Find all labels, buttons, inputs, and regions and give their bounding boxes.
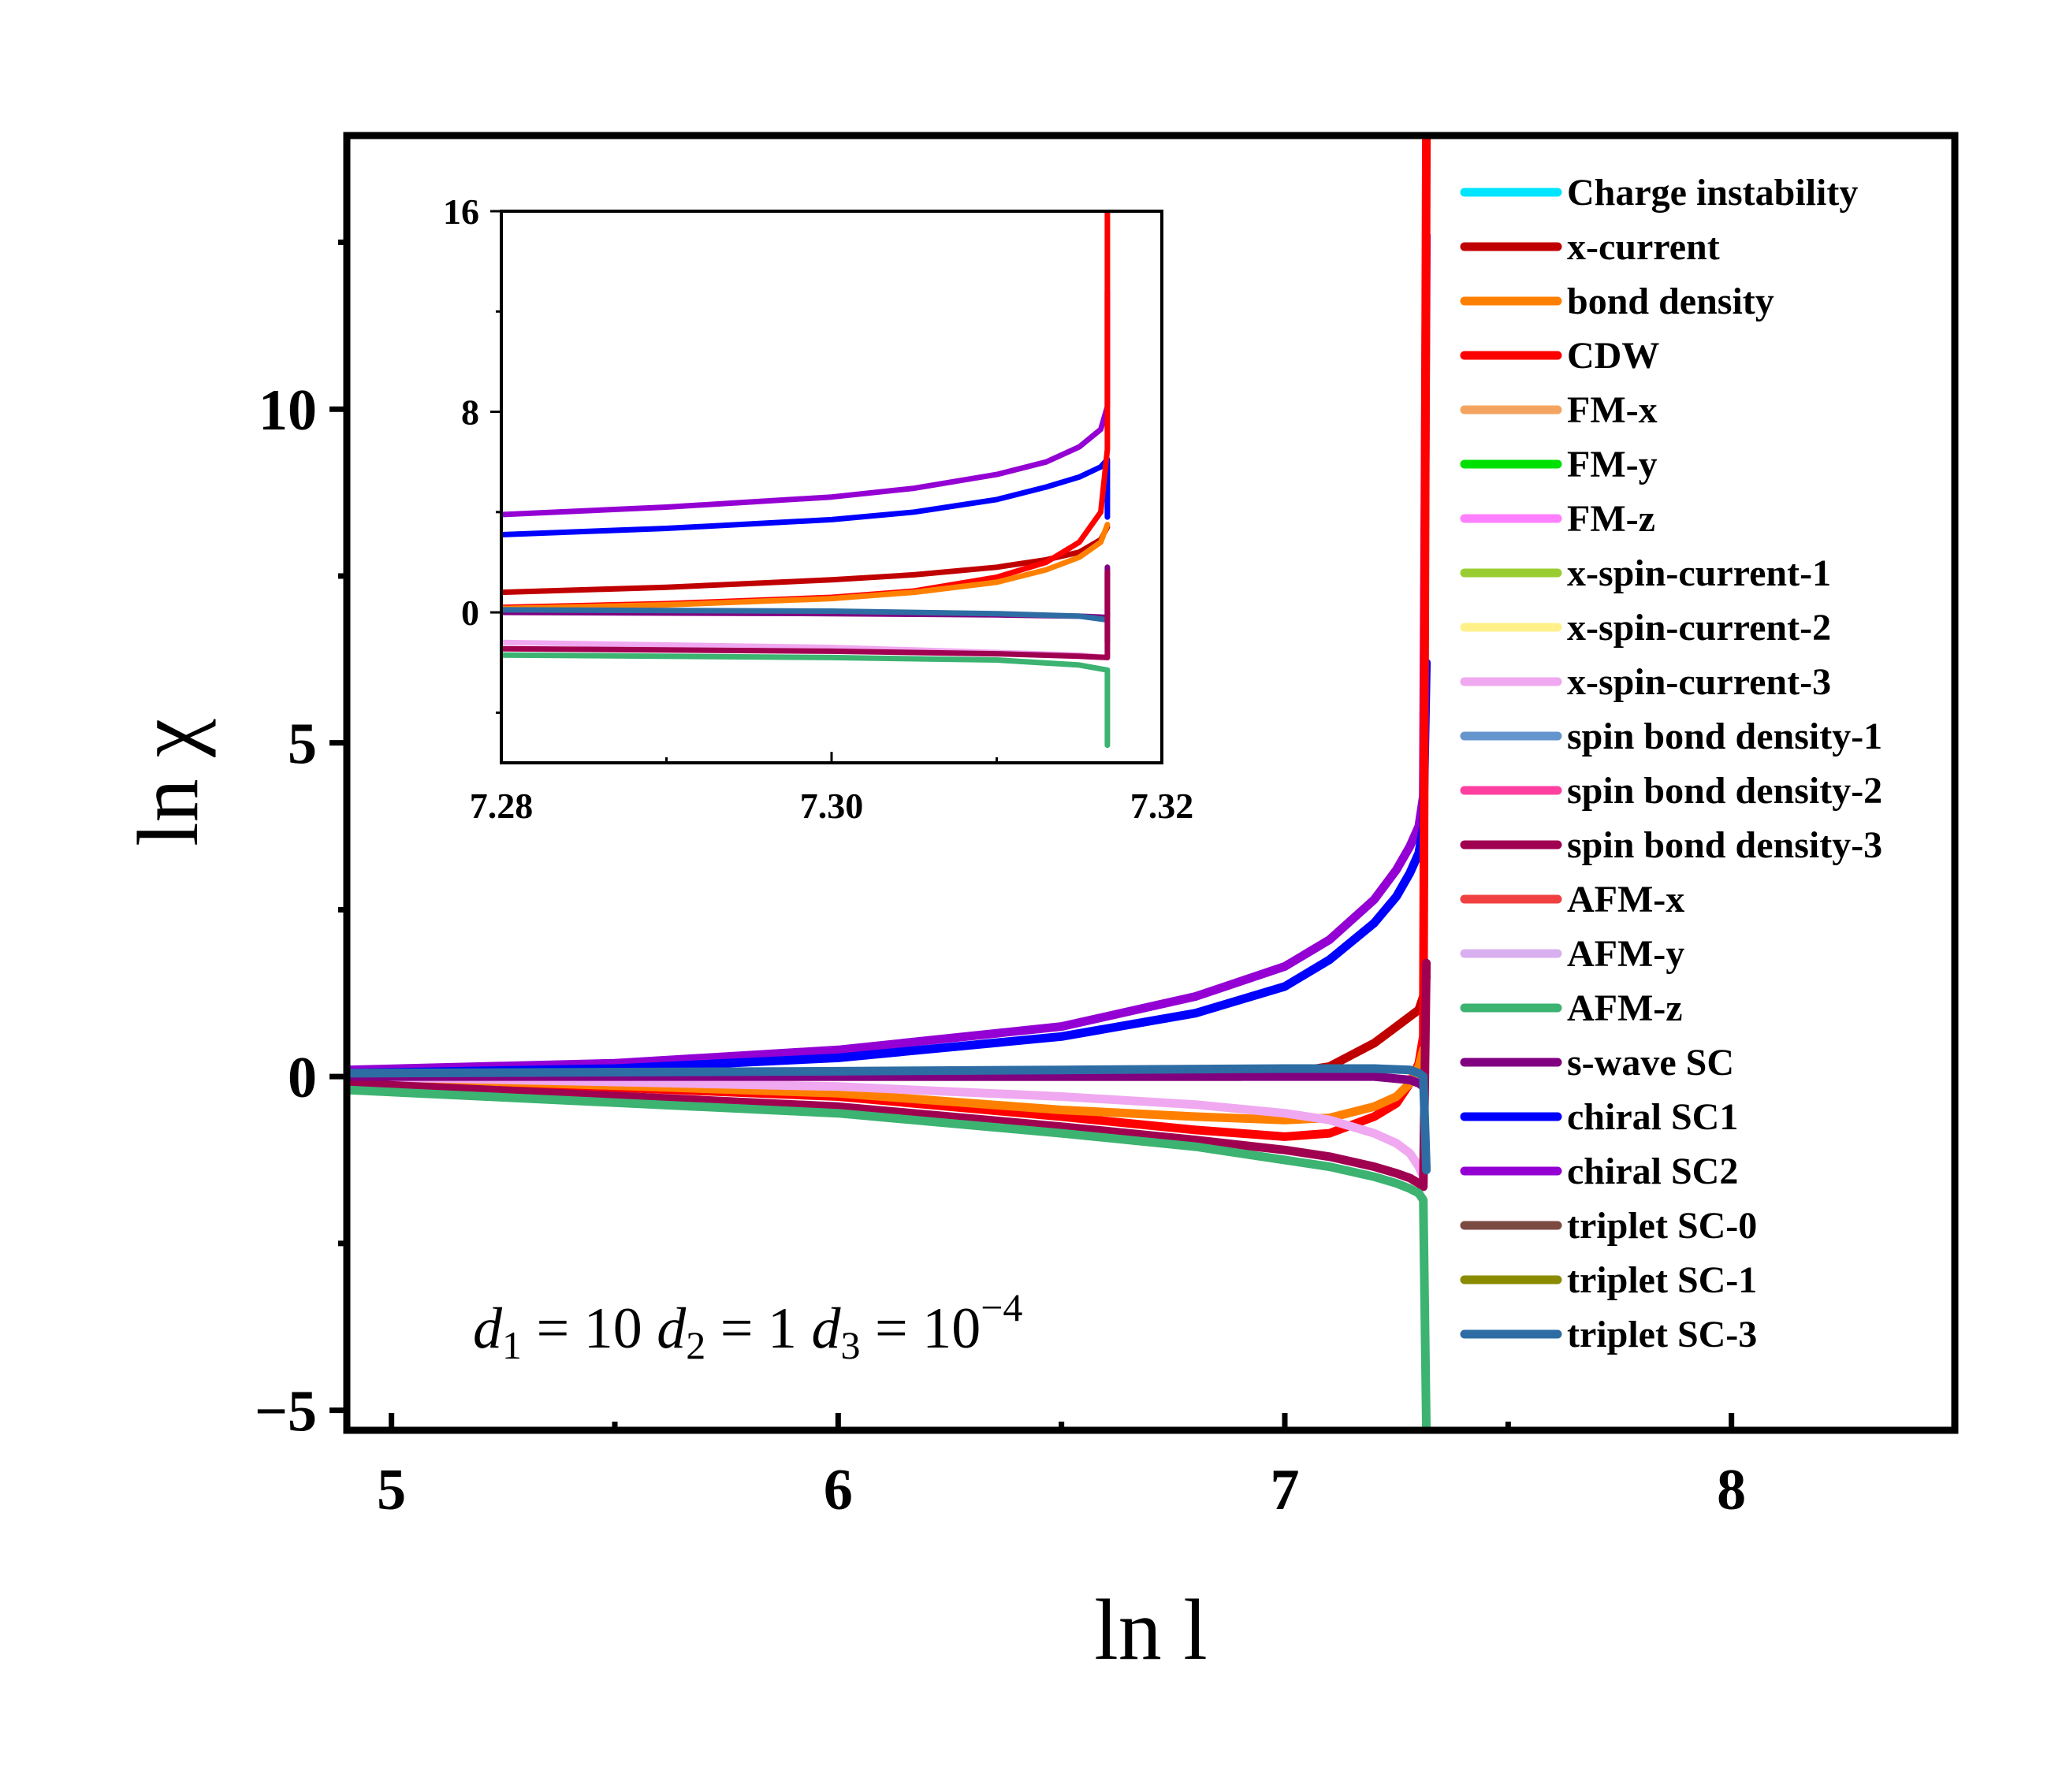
- x-axis-title: ln l: [1094, 1582, 1208, 1678]
- main-x-tick-label: 6: [824, 1458, 853, 1522]
- main-x-tick-label: 7: [1271, 1458, 1300, 1522]
- legend-label-triplet-sc-0: triplet SC-0: [1567, 1205, 1757, 1247]
- annot-d1-sub: 1: [502, 1323, 522, 1367]
- inset-series-afm-z: [501, 652, 1111, 749]
- legend-label-s-wave-sc: s-wave SC: [1567, 1042, 1734, 1084]
- main-plot-lines: [347, 136, 1431, 1430]
- inset-axes: 7.28 7.30 7.32 0 8 16: [443, 191, 1193, 826]
- annot-d3-sub: 3: [840, 1323, 860, 1367]
- main-y-tick-label: 5: [288, 712, 317, 777]
- annot-eq3: = 10: [860, 1296, 981, 1361]
- legend-label-x-current: x-current: [1567, 226, 1720, 268]
- legend-label-fm-z: FM-z: [1567, 498, 1655, 540]
- legend-label-spin-bond-density-3: spin bond density-3: [1567, 824, 1882, 866]
- main-y-tick-label: −5: [255, 1379, 317, 1444]
- legend-label-fm-y: FM-y: [1567, 444, 1658, 485]
- inset-plot-lines: [501, 211, 1111, 749]
- annot-d1: d: [473, 1296, 503, 1361]
- legend-label-spin-bond-density-2: spin bond density-2: [1567, 770, 1882, 812]
- annot-d2-sub: 2: [686, 1323, 705, 1367]
- main-series-x-spin-current-3: [347, 1072, 1428, 1181]
- legend-label-x-spin-current-2: x-spin-current-2: [1567, 607, 1831, 649]
- x-axis-title-text: ln l: [1094, 1582, 1208, 1678]
- legend-label-afm-x: AFM-x: [1567, 879, 1684, 920]
- legend-label-afm-y: AFM-y: [1567, 933, 1684, 975]
- main-series-spin-bond-density-3: [347, 958, 1431, 1192]
- main-series-chiral-sc1: [347, 658, 1431, 1078]
- inset-series-chiral-sc2: [501, 288, 1111, 518]
- legend-label-triplet-sc-1: triplet SC-1: [1567, 1259, 1757, 1301]
- legend-label-fm-x: FM-x: [1567, 389, 1658, 431]
- parameter-annotation: d1 = 10 d2 = 1 d3 = 10−4: [473, 1285, 1022, 1367]
- main-y-tick-label: 10: [259, 378, 317, 443]
- annot-exponent: −4: [981, 1285, 1022, 1329]
- main-series-s-wave-sc: [347, 1072, 1428, 1091]
- y-axis-title: ln χ: [120, 719, 216, 846]
- legend: Charge instability x-current bond density C…: [1460, 172, 1882, 1355]
- inset-y-tick-label: 16: [443, 191, 479, 232]
- inset-series-bond-density: [501, 522, 1111, 612]
- legend-label-x-spin-current-3: x-spin-current-3: [1567, 661, 1831, 703]
- inset-y-tick-label: 0: [461, 593, 479, 633]
- legend-label-bond-density: bond density: [1567, 281, 1774, 322]
- main-plot-frame: [343, 132, 1959, 1434]
- annot-eq2: = 1: [705, 1296, 811, 1361]
- legend-label-charge-instability: Charge instability: [1567, 172, 1858, 214]
- legend-label-triplet-sc-3: triplet SC-3: [1567, 1314, 1757, 1355]
- main-x-tick-label: 8: [1717, 1458, 1746, 1522]
- annot-d2: d: [657, 1296, 687, 1361]
- y-axis-title-text: ln χ: [120, 719, 216, 846]
- annot-d3: d: [811, 1296, 841, 1361]
- legend-label-chiral-sc1: chiral SC1: [1567, 1096, 1738, 1138]
- annot-eq1: = 10: [522, 1296, 657, 1361]
- inset-y-tick-label: 8: [461, 392, 479, 433]
- legend-label-chiral-sc2: chiral SC2: [1567, 1151, 1738, 1192]
- inset-x-tick-label: 7.32: [1130, 786, 1194, 826]
- main-series-chiral-sc2: [347, 231, 1431, 1075]
- inset-series-spin-bond-density-3: [501, 569, 1111, 660]
- legend-label-x-spin-current-1: x-spin-current-1: [1567, 552, 1831, 594]
- legend-label-afm-z: AFM-z: [1567, 987, 1683, 1029]
- main-series-afm-z: [347, 1085, 1431, 1430]
- inset-x-tick-label: 7.28: [470, 786, 534, 826]
- main-x-tick-label: 5: [377, 1458, 406, 1522]
- inset-x-tick-label: 7.30: [800, 786, 864, 826]
- legend-label-spin-bond-density-1: spin bond density-1: [1567, 716, 1882, 757]
- main-series-triplet-sc-3: [347, 1064, 1431, 1175]
- inset-background: [501, 211, 1162, 763]
- main-y-tick-label: 0: [288, 1046, 317, 1110]
- legend-label-cdw: CDW: [1567, 335, 1659, 377]
